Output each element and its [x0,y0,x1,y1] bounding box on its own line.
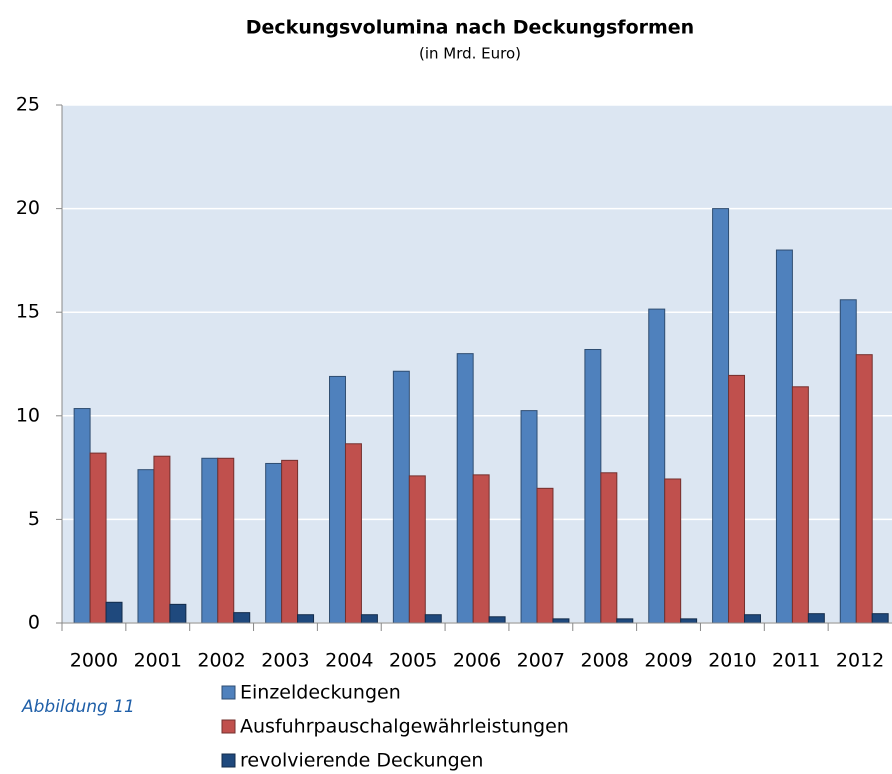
bar [73,408,91,624]
x-tick-label: 2005 [389,650,437,672]
bar [89,452,107,624]
bar [360,614,378,624]
x-tick-label: 2009 [644,650,692,672]
bar [775,249,793,624]
bar [728,374,746,624]
legend-swatch [221,753,236,768]
bar [520,410,538,624]
bar [664,478,682,624]
bar [871,613,889,624]
bar [488,616,506,624]
legend-swatch [221,685,236,700]
x-tick-label: 2010 [708,650,756,672]
bar [169,603,187,624]
bar [297,614,315,624]
bar [281,459,299,624]
x-tick-label: 2003 [261,650,309,672]
bar [744,614,761,624]
bar [600,472,618,624]
bar [472,474,490,624]
annotation: Abbildung 11 [21,697,135,717]
bar [392,370,410,624]
bar [105,601,123,624]
bar [153,455,171,624]
bar [807,613,825,624]
x-tick-label: 2008 [581,650,629,672]
legend-label: Ausfuhrpauschalgewährleistungen [240,716,569,738]
bar [712,208,730,624]
bar [344,443,362,624]
legend-label: Einzeldeckungen [240,682,401,704]
chart-subtitle: (in Mrd. Euro) [419,45,521,63]
bar [855,354,873,624]
bar [329,375,346,624]
bar [680,618,698,624]
x-tick-label: 2012 [836,650,884,672]
legend-label: revolvierende Deckungen [240,750,483,772]
bar [408,475,426,624]
bar [201,457,219,624]
bar [265,462,283,624]
legend-swatch [221,719,236,734]
bar [552,618,570,624]
x-tick-label: 2001 [134,650,182,672]
bar [839,299,857,624]
bar [233,612,251,624]
chart-title: Deckungsvolumina nach Deckungsformen [246,17,694,39]
bar [536,487,554,624]
y-tick-label: 25 [16,94,40,116]
bar [137,469,155,624]
x-tick-label: 2004 [325,650,373,672]
x-tick-label: 2011 [772,650,820,672]
y-tick-label: 15 [16,301,40,323]
y-tick-label: 5 [28,508,40,530]
bar [584,348,602,624]
bar [648,308,666,624]
x-tick-label: 2007 [517,650,565,672]
bar [791,386,809,624]
bar [217,457,235,624]
x-tick-label: 2006 [453,650,501,672]
bar [424,614,442,624]
x-tick-label: 2000 [70,650,118,672]
bar [616,618,634,624]
y-tick-label: 0 [28,612,40,634]
x-tick-label: 2002 [197,650,245,672]
y-tick-label: 20 [16,197,40,219]
y-tick-label: 10 [16,404,40,426]
bar [456,353,474,624]
